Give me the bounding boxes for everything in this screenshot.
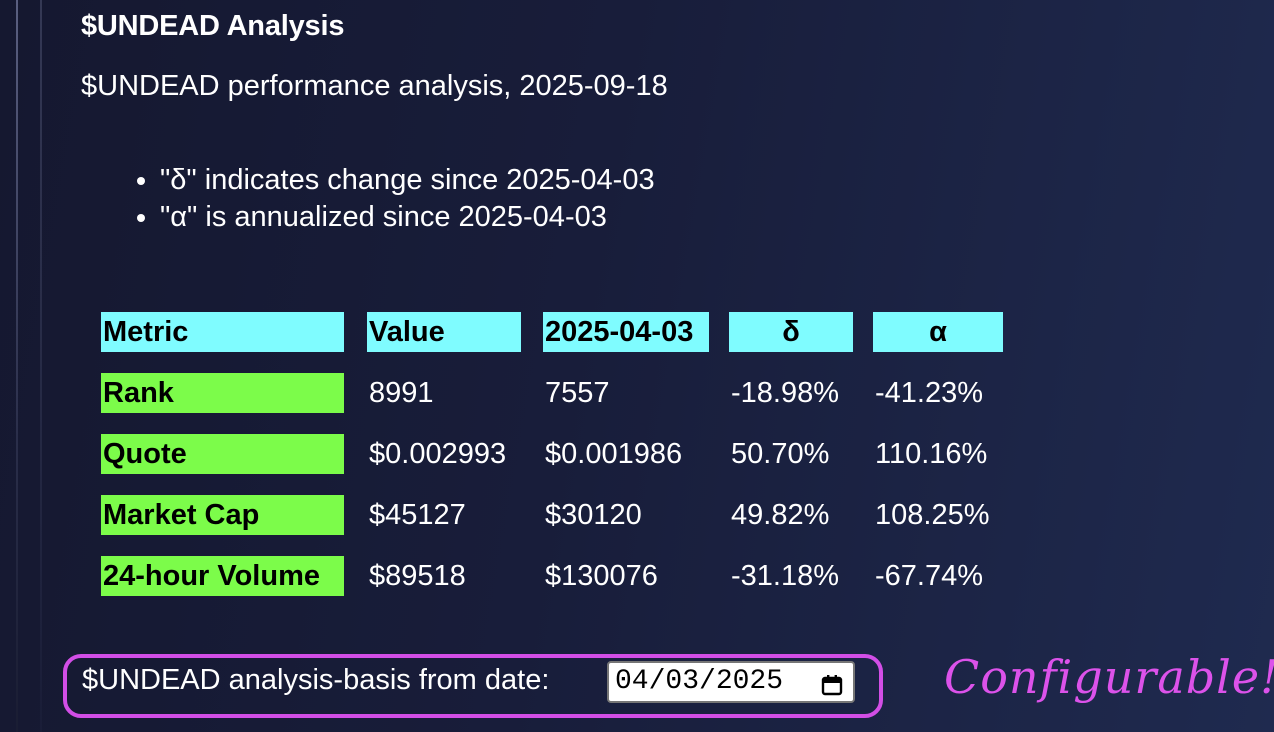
column-header-metric: Metric [101,312,344,352]
row-value: $45127 [369,499,466,531]
notes-list: "δ" indicates change since 2025-04-03 "α… [110,162,655,236]
row-delta: -18.98% [731,377,840,409]
table-row: Rank 8991 7557 -18.98% -41.23% [98,370,1003,431]
row-delta: 49.82% [731,499,830,531]
row-label: Market Cap [101,495,344,535]
date-field-label: $UNDEAD analysis-basis from date: [82,664,550,696]
row-value: $89518 [369,560,466,592]
row-basis-value: 7557 [545,377,610,409]
row-basis-value: $0.001986 [545,438,683,470]
left-border-line-inner [40,0,42,732]
column-header-basis-date: 2025-04-03 [543,312,709,352]
table-row: Quote $0.002993 $0.001986 50.70% 110.16% [98,431,1003,492]
row-label: 24-hour Volume [101,556,344,596]
column-header-value: Value [367,312,521,352]
config-frame [63,654,883,718]
table-row: Market Cap $45127 $30120 49.82% 108.25% [98,492,1003,553]
row-value: 8991 [369,377,434,409]
row-delta: -31.18% [731,560,840,592]
date-input-value: 04/03/2025 [615,666,784,697]
note-delta: "δ" indicates change since 2025-04-03 [160,162,655,199]
basis-date-input[interactable]: 04/03/2025 [607,661,855,703]
row-alpha: -41.23% [875,377,984,409]
row-delta: 50.70% [731,438,830,470]
page-subtitle: $UNDEAD performance analysis, 2025-09-18 [81,70,668,102]
calendar-icon[interactable] [821,671,843,709]
row-value: $0.002993 [369,438,507,470]
row-basis-value: $130076 [545,560,658,592]
row-alpha: -67.74% [875,560,984,592]
table-row: 24-hour Volume $89518 $130076 -31.18% -6… [98,553,1003,614]
left-border-line [16,0,18,732]
row-alpha: 110.16% [875,438,988,470]
page-title: $UNDEAD Analysis [81,10,345,42]
metrics-table: Metric Value 2025-04-03 δ α Rank 8991 75… [98,309,1003,614]
column-header-delta: δ [729,312,853,352]
note-alpha: "α" is annualized since 2025-04-03 [160,199,655,236]
table-header-row: Metric Value 2025-04-03 δ α [98,309,1003,370]
row-basis-value: $30120 [545,499,642,531]
configurable-callout: Configurable! [944,650,1274,704]
column-header-alpha: α [873,312,1003,352]
row-alpha: 108.25% [875,499,990,531]
row-label: Rank [101,373,344,413]
row-label: Quote [101,434,344,474]
